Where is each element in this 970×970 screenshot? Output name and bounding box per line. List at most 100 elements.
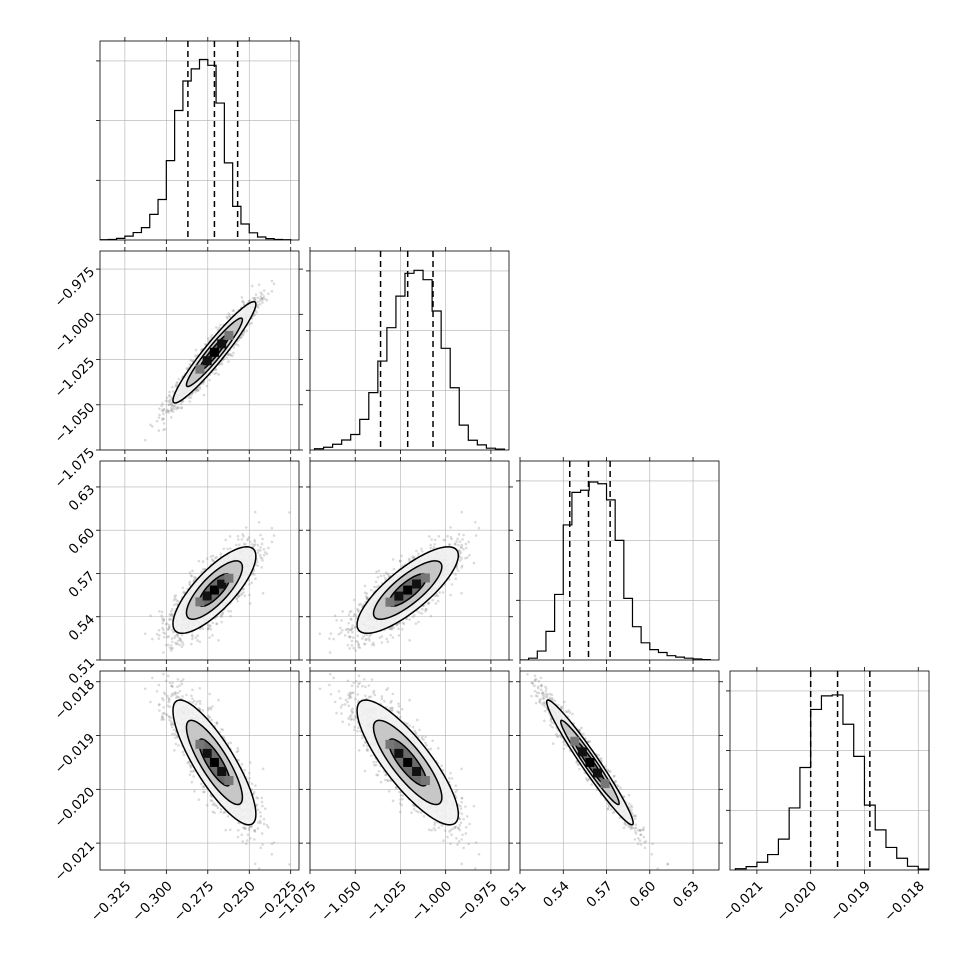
scatter-point — [375, 585, 378, 589]
scatter-point — [171, 607, 174, 611]
scatter-point — [174, 383, 178, 387]
density-block — [217, 579, 227, 589]
scatter-point — [402, 622, 406, 626]
scatter-point — [161, 418, 164, 421]
scatter-point — [337, 632, 341, 636]
scatter-point — [433, 543, 436, 546]
scatter-point — [206, 627, 209, 631]
density-block — [224, 330, 234, 340]
scatter-point — [209, 555, 213, 558]
scatter-point — [232, 351, 235, 355]
scatter-point — [181, 586, 185, 590]
scatter-point — [181, 400, 184, 403]
scatter-point — [457, 533, 461, 536]
scatter-point — [391, 558, 395, 561]
scatter-point — [167, 403, 171, 406]
scatter-point — [176, 633, 179, 636]
scatter-point — [460, 556, 463, 560]
scatter-point — [194, 348, 198, 352]
scatter-point — [228, 535, 232, 538]
scatter-point — [219, 552, 223, 556]
scatter-point — [149, 614, 152, 617]
scatter-point — [246, 538, 249, 542]
scatter-point — [221, 611, 225, 614]
scatter-point — [245, 329, 248, 333]
scatter-point — [182, 591, 185, 595]
scatter-point — [348, 635, 352, 639]
scatter-point — [191, 637, 194, 641]
scatter-point — [193, 577, 197, 581]
scatter-point — [241, 299, 245, 303]
scatter-point — [208, 624, 212, 627]
scatter-point — [237, 543, 241, 547]
scatter-point — [220, 613, 224, 617]
scatter-point — [460, 543, 463, 547]
panel-grid-0-0 — [100, 41, 299, 240]
scatter-point — [251, 296, 255, 300]
scatter-point — [198, 385, 201, 389]
scatter-point — [188, 583, 192, 587]
scatter-point — [168, 617, 172, 621]
scatter-point — [205, 557, 209, 561]
scatter-point — [181, 641, 184, 644]
scatter-point — [215, 622, 218, 625]
scatter-point — [242, 331, 246, 334]
scatter-point — [242, 535, 245, 538]
scatter-point — [241, 300, 244, 304]
scatter-point — [217, 639, 220, 642]
scatter-point — [237, 538, 240, 541]
scatter-point — [259, 556, 263, 559]
scatter-point — [170, 406, 173, 410]
scatter-point — [427, 535, 431, 538]
scatter-point — [188, 582, 191, 585]
scatter-point — [364, 595, 368, 598]
scatter-point — [235, 597, 238, 600]
scatter-point — [401, 621, 405, 625]
scatter-point — [169, 613, 173, 616]
scatter-point — [433, 594, 436, 598]
scatter-point — [259, 299, 262, 303]
scatter-point — [390, 627, 394, 631]
scatter-point — [441, 591, 445, 594]
scatter-point — [161, 621, 164, 625]
scatter-point — [170, 402, 173, 406]
scatter-point — [272, 282, 276, 286]
scatter-point — [162, 618, 166, 621]
scatter-point — [350, 627, 354, 630]
scatter-point — [219, 614, 223, 617]
scatter-point — [172, 630, 175, 634]
scatter-point — [179, 402, 183, 406]
scatter-point — [196, 634, 199, 638]
scatter-point — [253, 297, 257, 300]
scatter-point — [408, 557, 411, 561]
scatter-point — [181, 643, 185, 646]
scatter-point — [260, 566, 264, 569]
scatter-point — [157, 637, 161, 640]
scatter-point — [242, 591, 245, 594]
scatter-point — [168, 646, 172, 650]
scatter-point — [155, 419, 159, 423]
scatter-point — [198, 387, 202, 390]
scatter-point — [260, 297, 264, 300]
scatter-point — [191, 569, 194, 573]
scatter-point — [158, 610, 161, 613]
scatter-point — [165, 396, 169, 400]
scatter-point — [357, 643, 361, 647]
density-block — [209, 585, 219, 595]
scatter-point — [246, 537, 250, 541]
scatter-point — [368, 639, 371, 642]
scatter-point — [166, 643, 170, 647]
scatter-point — [190, 574, 194, 578]
scatter-point — [431, 598, 434, 602]
scatter-point — [260, 292, 264, 296]
scatter-point — [328, 637, 331, 640]
scatter-point — [398, 560, 402, 563]
scatter-point — [356, 607, 359, 611]
scatter-point — [349, 628, 353, 632]
scatter-point — [185, 367, 189, 370]
scatter-point — [288, 511, 291, 514]
scatter-point — [173, 603, 176, 607]
scatter-point — [158, 413, 161, 417]
scatter-point — [435, 594, 438, 598]
scatter-point — [217, 326, 221, 330]
